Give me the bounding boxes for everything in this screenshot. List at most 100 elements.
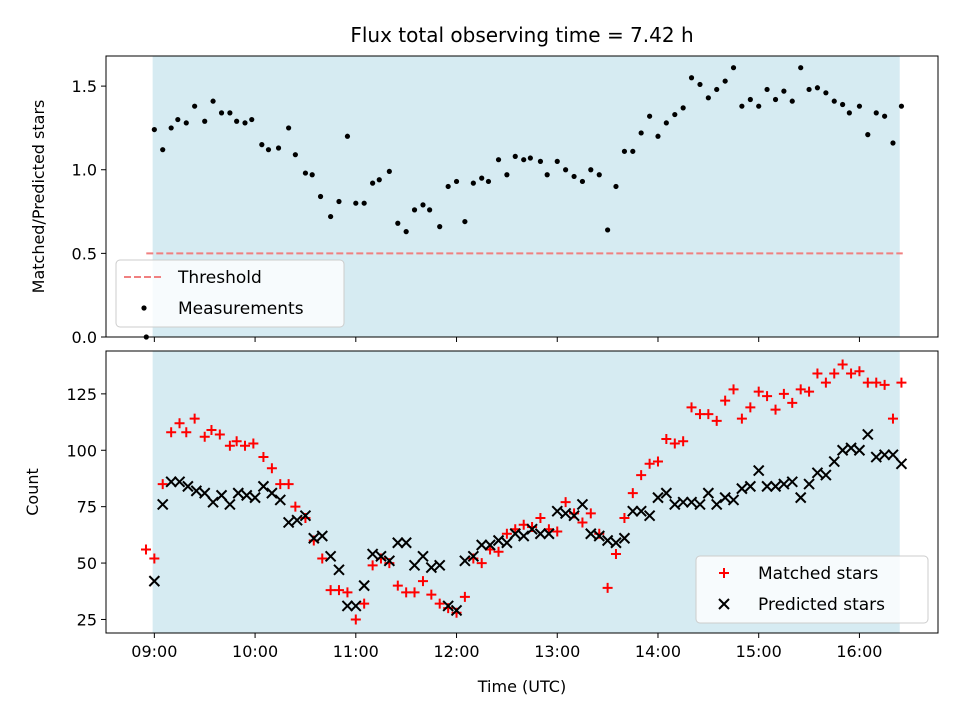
matched-star-point: [359, 598, 370, 609]
predicted-star-point: [383, 555, 396, 567]
matched-star-point: [896, 377, 907, 388]
legend-x-swatch: [718, 598, 730, 610]
measurement-point: [376, 177, 382, 183]
x-tick-label: 15:00: [736, 642, 782, 661]
matched-star-point: [745, 402, 756, 413]
matched-star-point: [820, 377, 831, 388]
predicted-star-point: [559, 507, 572, 520]
predicted-star-point: [299, 509, 312, 522]
measurement-point: [571, 173, 577, 180]
predicted-star-point: [476, 539, 488, 551]
matched-star-point: [392, 580, 403, 591]
matched-star-point: [258, 452, 269, 463]
measurement-point: [705, 95, 711, 101]
measurement-point: [764, 86, 770, 93]
matched-star-point: [711, 415, 722, 426]
measurement-point: [647, 113, 653, 119]
legend-plus-swatch: [719, 568, 729, 578]
measurement-point: [882, 113, 888, 119]
predicted-star-point: [375, 550, 387, 563]
matched-star-point: [644, 458, 655, 469]
predicted-star-point: [433, 559, 446, 572]
measurement-point: [275, 145, 282, 151]
predicted-star-point: [333, 564, 345, 576]
measurement-point: [504, 172, 510, 178]
measurement-point: [680, 105, 686, 111]
measurement-point: [621, 148, 628, 154]
matched-star-point: [829, 368, 840, 379]
matched-star-point: [871, 377, 882, 388]
matched-star-point: [426, 589, 437, 600]
predicted-star-point: [484, 539, 496, 551]
matched-star-point: [686, 402, 697, 413]
matched-star-point: [493, 546, 504, 557]
predicted-star-point: [450, 604, 463, 617]
predicted-star-point: [274, 494, 286, 506]
measurement-point: [353, 200, 359, 206]
measurement-point: [579, 178, 586, 185]
measurement-point: [317, 193, 324, 200]
measurement-point: [175, 116, 181, 123]
measurement-point: [292, 152, 298, 158]
measurement-point: [739, 103, 745, 109]
measurement-point: [697, 81, 703, 88]
predicted-star-point: [627, 505, 639, 517]
predicted-star-point: [677, 496, 689, 508]
matched-star-point: [434, 598, 445, 609]
matched-star-point: [652, 456, 663, 467]
measurement-point: [856, 103, 863, 109]
measurement-point: [527, 155, 533, 161]
bottom-legend: Matched stars Predicted stars: [695, 555, 929, 624]
measurement-point: [544, 172, 550, 178]
matched-star-point: [266, 463, 277, 474]
measurement-point: [554, 158, 560, 164]
measurement-point: [655, 133, 661, 139]
y-tick-label: 0.5: [72, 244, 97, 263]
matched-star-point: [627, 488, 638, 499]
matched-star-point: [199, 431, 210, 442]
matched-star-point: [862, 377, 873, 388]
predicted-star-point: [358, 579, 370, 592]
predicted-star-point: [878, 449, 891, 461]
matched-star-point: [787, 397, 798, 408]
matched-star-point: [661, 433, 672, 444]
predicted-star-point: [392, 537, 404, 549]
measurement-point: [361, 200, 367, 206]
y-tick-label: 1.5: [72, 77, 97, 96]
measurement-point: [630, 148, 636, 154]
matched-star-point: [174, 418, 185, 429]
matched-star-point: [350, 614, 361, 625]
measurement-point: [831, 98, 837, 104]
predicted-star-point: [702, 487, 715, 499]
measurement-point: [462, 218, 468, 225]
predicted-star-point: [635, 505, 647, 517]
measurement-point: [242, 120, 248, 126]
measurement-point: [798, 65, 804, 71]
measurement-point: [265, 147, 272, 153]
x-tick-label: 13:00: [534, 642, 580, 661]
predicted-star-point: [366, 548, 379, 560]
matched-star-point: [678, 436, 689, 447]
x-tick-label: 11:00: [333, 642, 379, 661]
predicted-star-point: [408, 559, 421, 572]
measurement-point: [672, 111, 678, 118]
matched-star-point: [206, 424, 217, 435]
predicted-star-point: [576, 498, 589, 511]
predicted-star-point: [820, 469, 832, 481]
predicted-star-point: [895, 458, 908, 470]
matched-star-point: [333, 585, 344, 596]
matched-star-point: [214, 429, 225, 440]
predicted-star-point: [509, 528, 521, 540]
matched-star-point: [753, 386, 764, 397]
legend-label: Measurements: [178, 299, 304, 319]
measurement-point: [453, 178, 460, 185]
y-tick-label: 125: [66, 385, 97, 404]
matched-star-point: [409, 587, 420, 598]
matched-star-point: [459, 591, 470, 602]
matched-star-point: [720, 395, 731, 406]
y-tick-label: 1.0: [72, 161, 97, 180]
measurement-point: [605, 227, 611, 233]
matched-star-point: [879, 379, 890, 390]
top-legend: Threshold Measurements: [115, 259, 345, 328]
y-tick-label: 100: [66, 441, 97, 460]
